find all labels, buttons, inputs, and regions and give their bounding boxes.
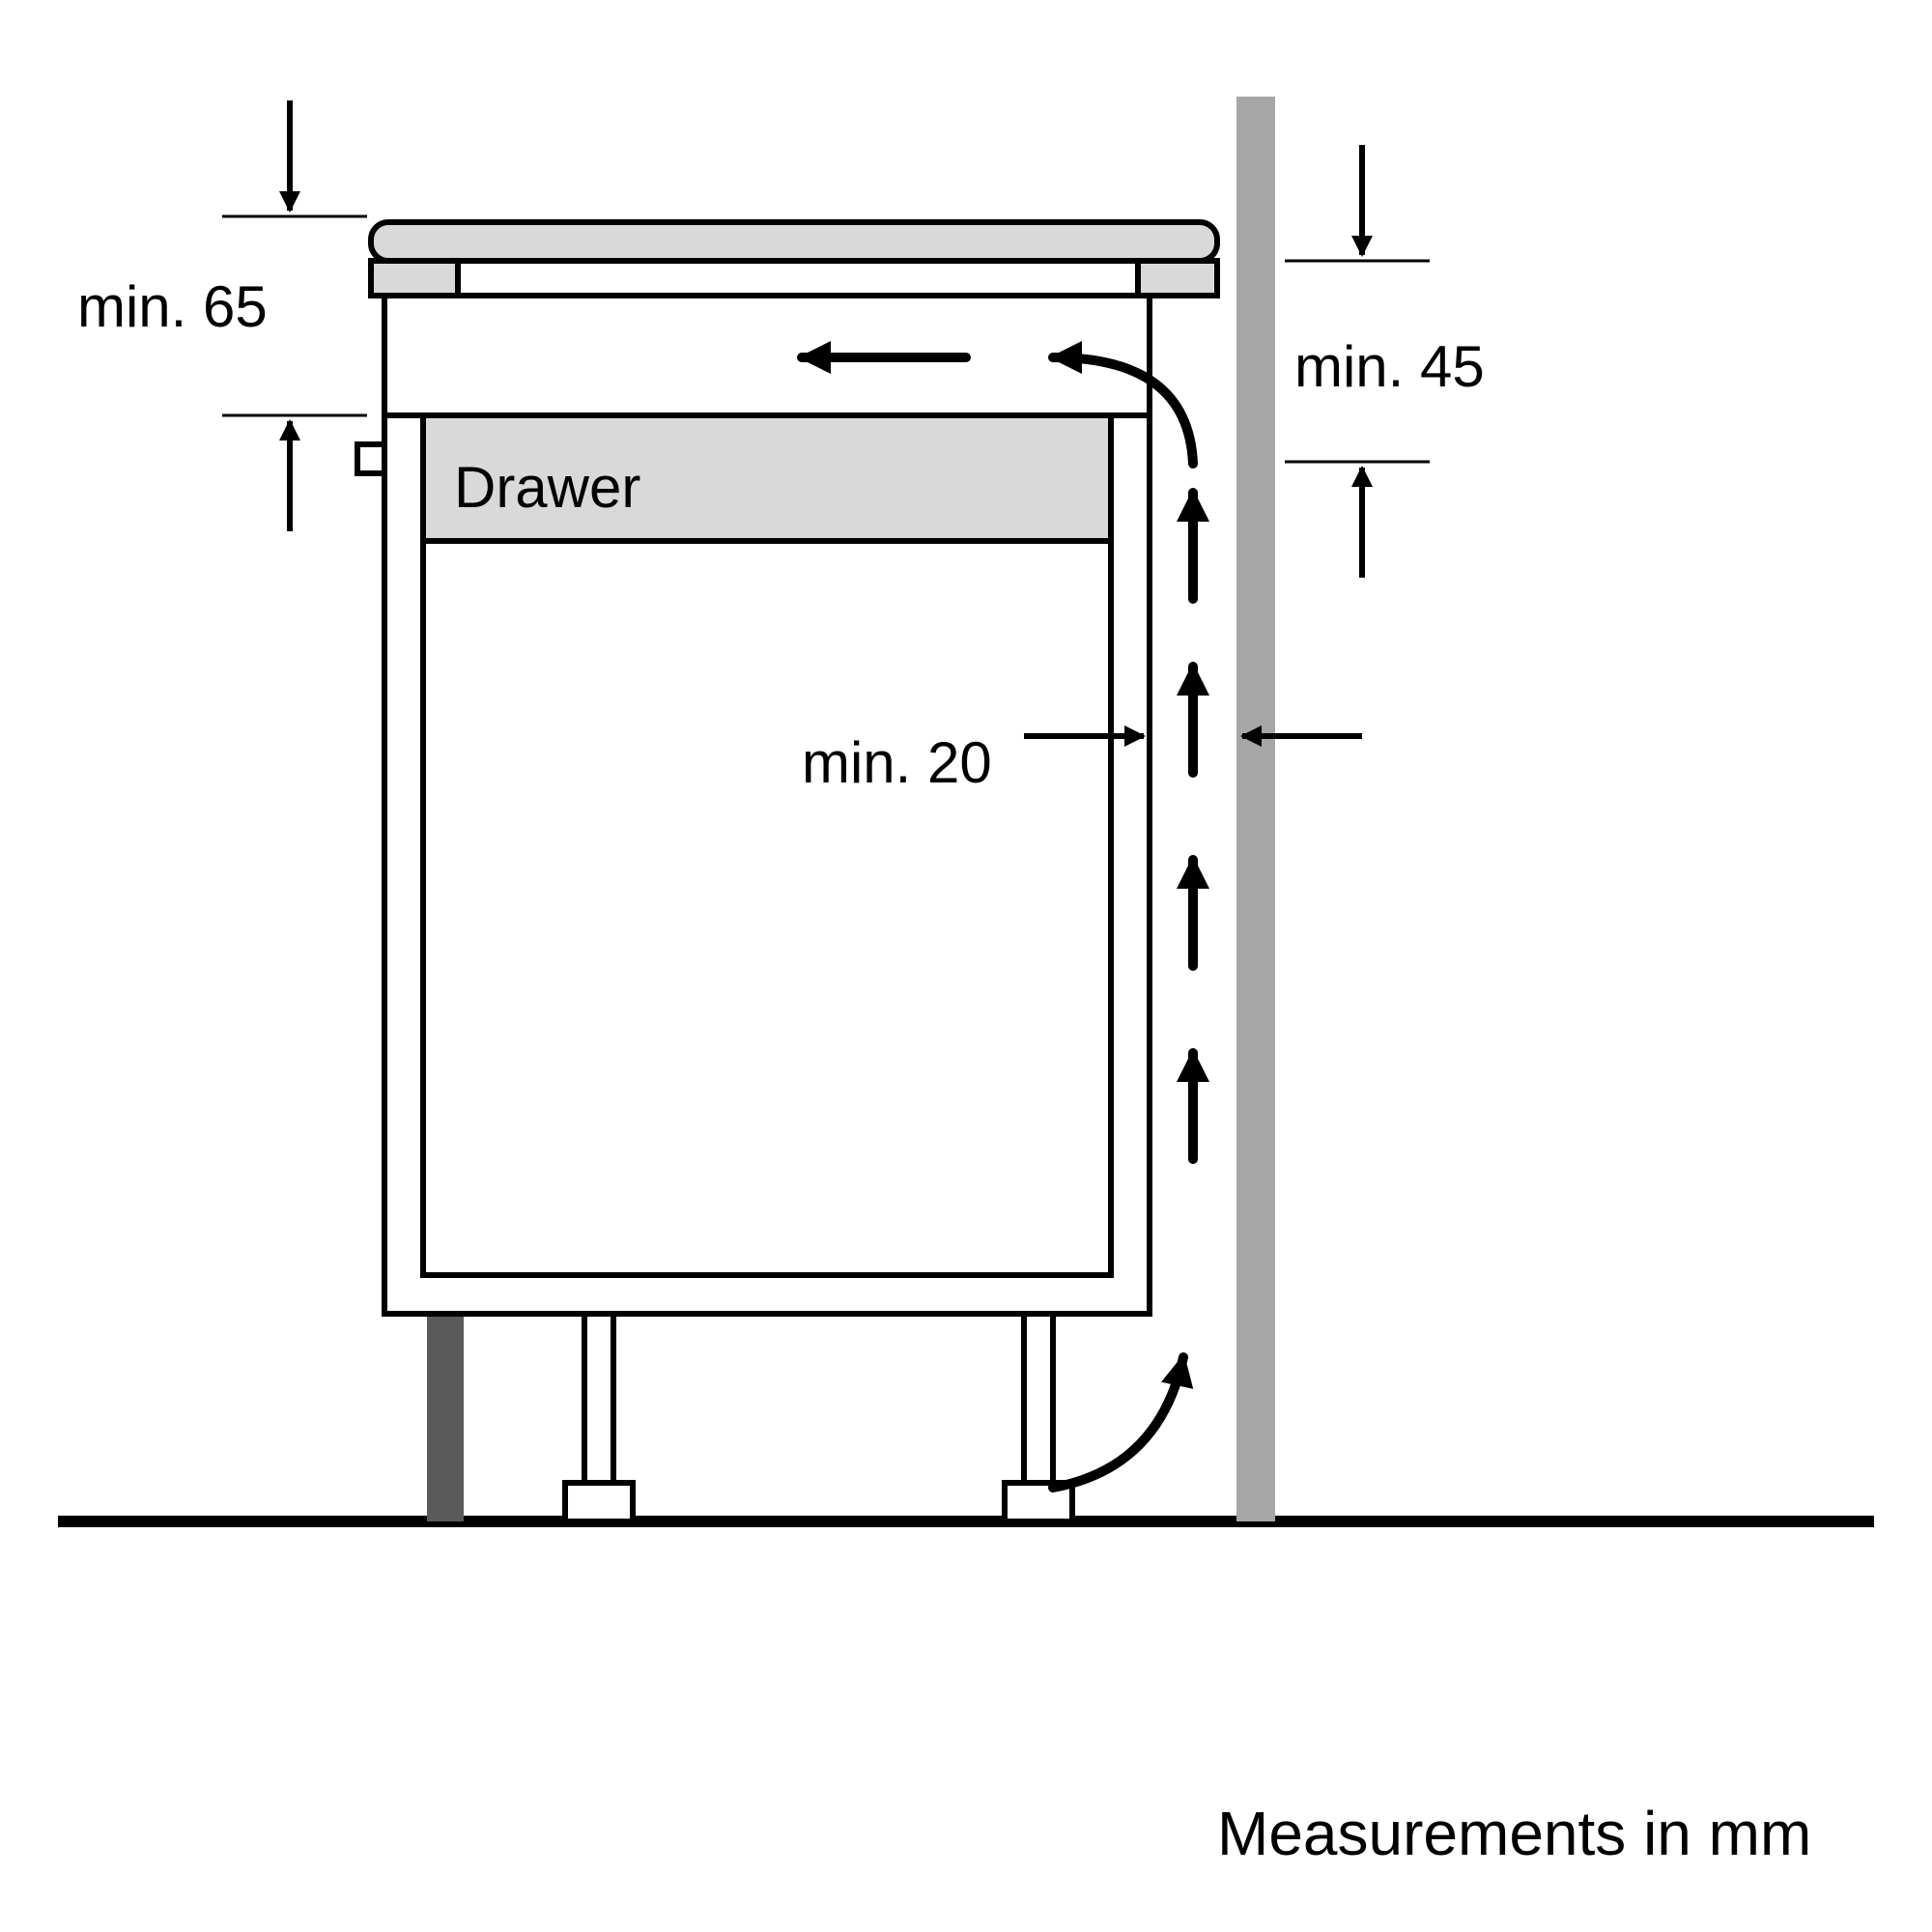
hob-top [371, 222, 1217, 261]
cabinet-foot-base-0 [565, 1483, 633, 1521]
dim65-label: min. 65 [77, 274, 268, 339]
dim20-label: min. 20 [802, 730, 992, 795]
hob-left-tab [371, 261, 458, 296]
hob-right-tab [1138, 261, 1217, 296]
countertop-gap [384, 296, 1150, 415]
cabinet-foot-post-0 [584, 1314, 613, 1483]
airflow-bottom-curve [1053, 1357, 1183, 1488]
drawer-knob [357, 444, 384, 473]
cabinet-inner [423, 415, 1111, 1275]
wall [1236, 97, 1275, 1521]
rear-panel-leg [427, 1314, 464, 1521]
dim45-label: min. 45 [1294, 334, 1485, 399]
installation-diagram: Drawer min. 65 min. 45 min. 20 Measurements … [0, 0, 1932, 1932]
cabinet-foot-post-1 [1024, 1314, 1053, 1483]
units-caption: Measurements in mm [1217, 1799, 1811, 1868]
drawer-label: Drawer [454, 455, 640, 520]
